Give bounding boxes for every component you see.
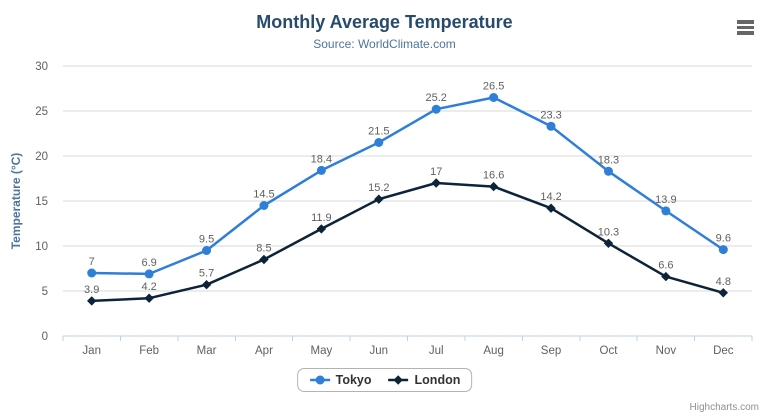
chart-subtitle: Source: WorldClimate.com	[313, 37, 456, 51]
data-label: 18.3	[598, 154, 619, 166]
context-menu-button[interactable]	[733, 17, 757, 39]
y-tick-label: 10	[35, 241, 48, 253]
data-point-london-jun[interactable]	[374, 194, 384, 204]
x-tick-label: Apr	[255, 345, 273, 357]
data-point-london-may[interactable]	[316, 224, 327, 234]
data-label: 5.7	[199, 268, 214, 280]
data-label: 4.8	[716, 276, 731, 288]
data-point-tokyo-sep[interactable]	[546, 121, 556, 131]
x-tick-label: Dec	[713, 345, 734, 357]
hamburger-icon	[736, 20, 754, 24]
y-tick-label: 30	[35, 61, 48, 73]
x-tick-label: Jul	[429, 345, 444, 357]
x-tick-label: Jan	[82, 345, 101, 357]
y-tick-label: 15	[35, 196, 48, 208]
data-point-tokyo-jul[interactable]	[431, 104, 441, 114]
data-label: 4.2	[141, 281, 156, 293]
data-label: 3.9	[84, 284, 99, 296]
data-label: 26.5	[483, 81, 504, 93]
data-point-london-feb[interactable]	[144, 293, 154, 303]
x-tick-label: Nov	[656, 345, 677, 357]
data-label: 9.6	[716, 233, 731, 245]
tokyo-series-marker-icon	[309, 374, 331, 386]
data-label: 11.9	[311, 212, 332, 224]
legend-label-tokyo: Tokyo	[335, 373, 372, 387]
data-label: 14.2	[540, 191, 561, 203]
data-point-london-apr[interactable]	[259, 254, 269, 265]
hamburger-icon	[736, 31, 754, 35]
legend: Tokyo London	[296, 368, 473, 392]
data-label: 23.3	[540, 109, 561, 121]
data-point-london-nov[interactable]	[661, 271, 671, 282]
x-tick-label: Sep	[541, 345, 561, 357]
data-point-tokyo-may[interactable]	[316, 165, 326, 175]
data-label: 25.2	[425, 92, 446, 104]
data-label: 6.9	[141, 257, 156, 269]
data-point-tokyo-mar[interactable]	[202, 246, 212, 255]
data-point-tokyo-nov[interactable]	[661, 206, 671, 216]
x-tick-label: Mar	[197, 345, 217, 357]
data-label: 6.6	[658, 260, 673, 272]
y-tick-label: 20	[35, 151, 48, 163]
data-point-london-dec[interactable]	[718, 288, 728, 298]
legend-item-london[interactable]: London	[388, 373, 461, 387]
data-point-london-mar[interactable]	[201, 280, 212, 290]
data-point-london-oct[interactable]	[603, 238, 614, 248]
legend-label-london: London	[414, 373, 461, 387]
series-line-london	[90, 181, 725, 303]
data-label: 14.5	[253, 189, 274, 201]
data-point-london-jan[interactable]	[87, 296, 97, 306]
data-point-london-sep[interactable]	[546, 203, 556, 213]
x-tick-label: May	[311, 345, 333, 357]
credits-link[interactable]: Highcharts.com	[689, 402, 759, 413]
data-label: 21.5	[368, 126, 389, 138]
data-point-tokyo-dec[interactable]	[718, 245, 728, 255]
data-point-tokyo-feb[interactable]	[144, 269, 154, 279]
series-line-tokyo	[90, 96, 725, 276]
data-point-tokyo-jun[interactable]	[374, 138, 384, 147]
data-label: 13.9	[655, 194, 676, 206]
data-label: 15.2	[368, 182, 389, 194]
data-point-tokyo-apr[interactable]	[259, 201, 269, 210]
data-label: 17	[430, 166, 442, 178]
data-label: 7	[89, 256, 95, 268]
data-point-tokyo-jan[interactable]	[87, 268, 97, 278]
x-tick-label: Oct	[600, 345, 619, 357]
y-tick-label: 0	[42, 331, 48, 343]
data-label: 8.5	[256, 243, 271, 255]
x-tick-label: Jun	[370, 345, 389, 357]
y-tick-label: 25	[35, 106, 48, 118]
data-point-london-aug[interactable]	[488, 181, 499, 192]
chart-title: Monthly Average Temperature	[256, 12, 513, 32]
data-point-tokyo-oct[interactable]	[603, 166, 613, 176]
london-series-marker-icon	[388, 374, 410, 386]
y-tick-label: 5	[42, 286, 48, 298]
data-point-tokyo-aug[interactable]	[489, 93, 499, 102]
data-label: 16.6	[483, 170, 504, 182]
data-label: 18.4	[311, 153, 332, 165]
hamburger-icon	[736, 25, 754, 29]
legend-item-tokyo[interactable]: Tokyo	[309, 373, 372, 387]
x-tick-label: Aug	[483, 345, 503, 357]
data-point-london-jul[interactable]	[431, 178, 441, 188]
data-label: 10.3	[598, 226, 619, 238]
x-tick-label: Feb	[139, 345, 159, 357]
data-label: 9.5	[199, 234, 214, 246]
